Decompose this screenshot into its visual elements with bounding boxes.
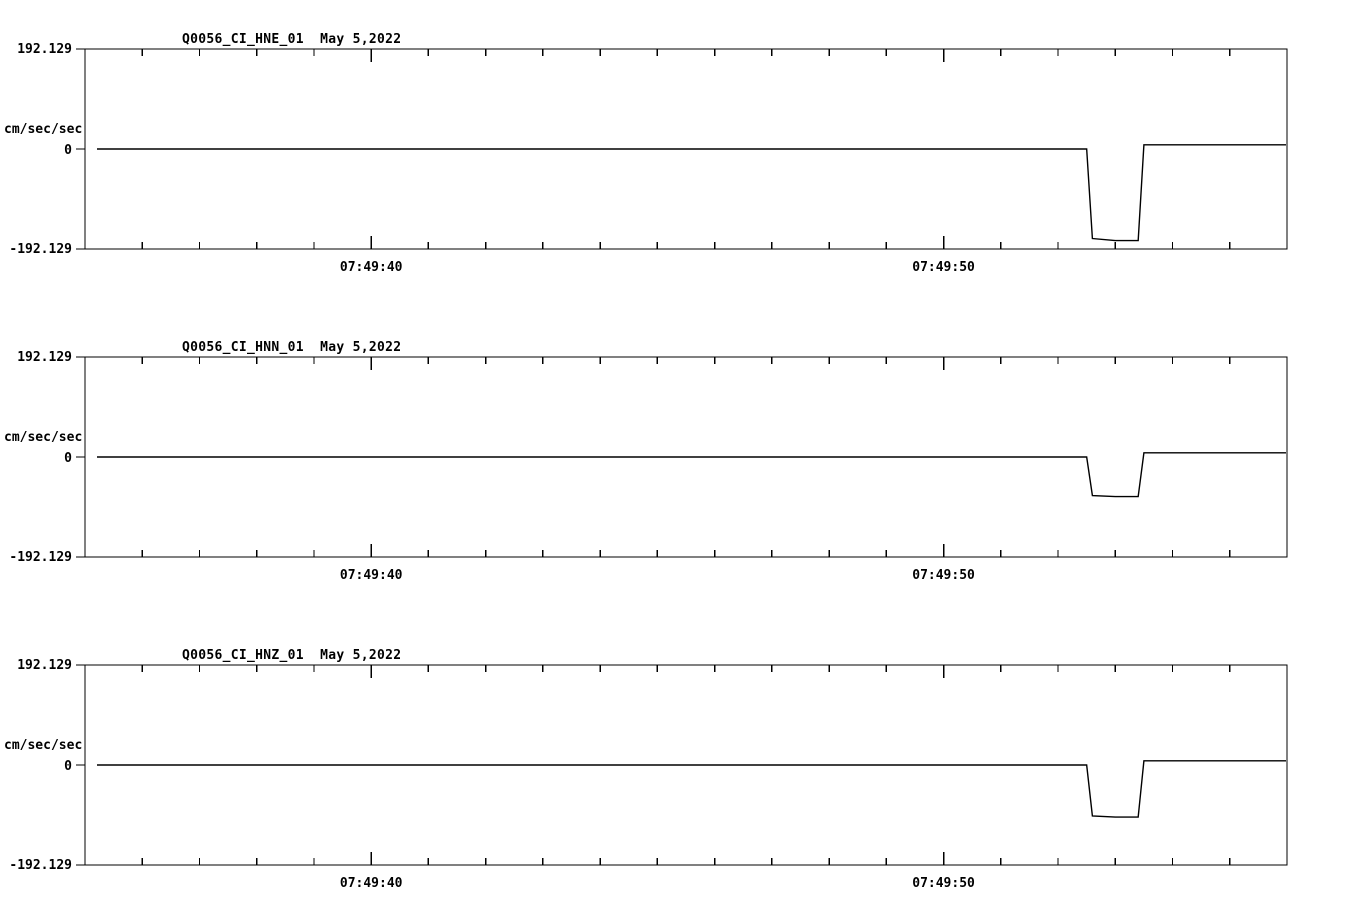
seismogram-plot-area — [76, 356, 1288, 558]
seismogram-panel-hne: Q0056_CI_HNE_01 May 5,2022 cm/sec/sec 19… — [0, 0, 1358, 308]
x-tick-label: 07:49:40 — [339, 568, 403, 583]
seismogram-panel-hnn: Q0056_CI_HNN_01 May 5,2022 cm/sec/sec 19… — [0, 308, 1358, 616]
y-axis-unit-label: cm/sec/sec — [4, 122, 83, 137]
seismogram-plot-area — [76, 48, 1288, 250]
panel-title: Q0056_CI_HNE_01 May 5,2022 — [182, 32, 402, 47]
panel-title: Q0056_CI_HNZ_01 May 5,2022 — [182, 648, 402, 663]
panel-title: Q0056_CI_HNN_01 May 5,2022 — [182, 340, 402, 355]
y-tick-label-max: 192.129 — [17, 658, 72, 673]
y-tick-label-min: -192.129 — [9, 242, 72, 257]
y-axis-unit-label: cm/sec/sec — [4, 430, 83, 445]
waveform-trace — [97, 452, 1286, 498]
y-tick-label-zero: 0 — [64, 143, 72, 158]
seismogram-panel-hnz: Q0056_CI_HNZ_01 May 5,2022 cm/sec/sec 19… — [0, 616, 1358, 924]
y-tick-label-max: 192.129 — [17, 42, 72, 57]
x-tick-label: 07:49:40 — [339, 876, 403, 891]
x-tick-label: 07:49:50 — [912, 568, 975, 583]
waveform-trace — [97, 760, 1286, 818]
waveform-trace — [97, 144, 1286, 242]
y-axis-unit-label: cm/sec/sec — [4, 738, 83, 753]
x-tick-label: 07:49:50 — [912, 260, 975, 275]
x-tick-label: 07:49:50 — [912, 876, 975, 891]
y-tick-label-zero: 0 — [64, 759, 72, 774]
x-tick-label: 07:49:40 — [339, 260, 403, 275]
y-tick-label-min: -192.129 — [9, 550, 72, 565]
y-tick-label-max: 192.129 — [17, 350, 72, 365]
seismogram-plot-area — [76, 664, 1288, 866]
y-tick-label-min: -192.129 — [9, 858, 72, 873]
y-tick-label-zero: 0 — [64, 451, 72, 466]
